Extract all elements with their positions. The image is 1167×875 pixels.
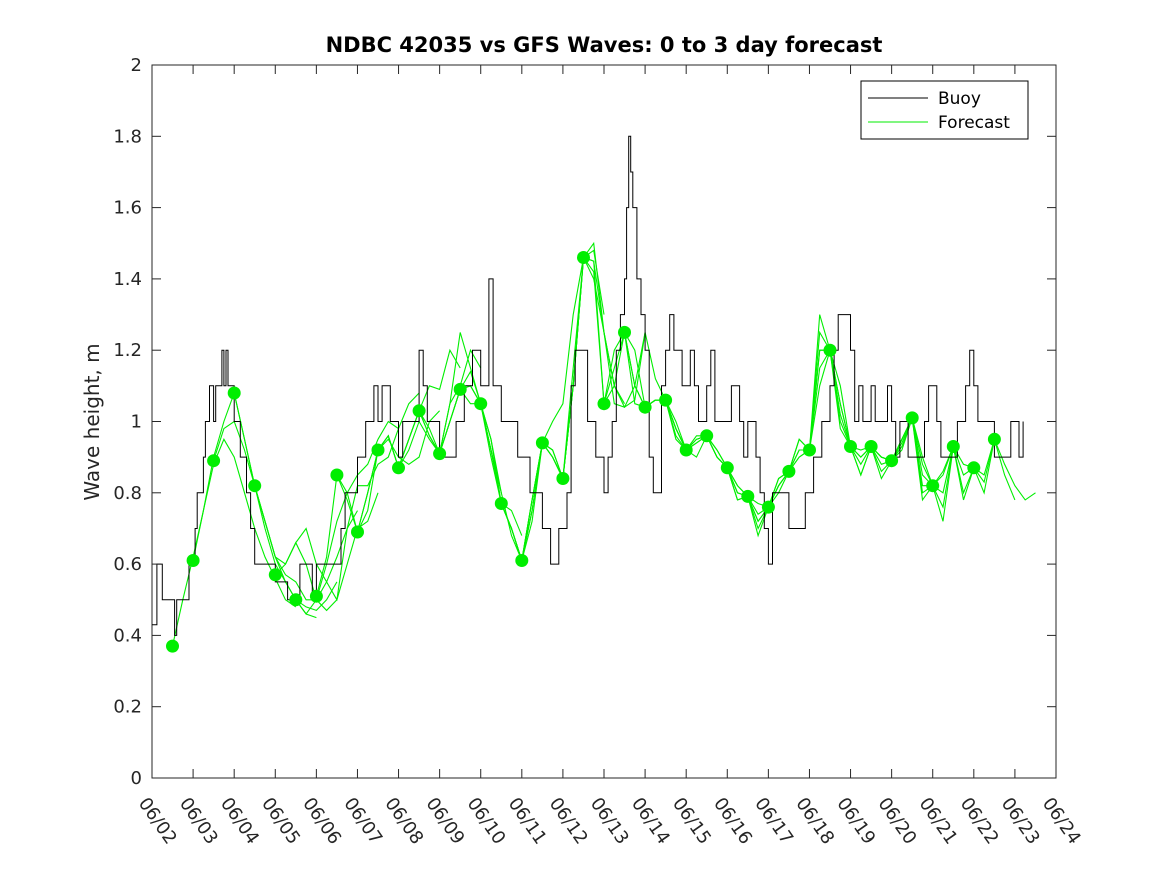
forecast-marker: [207, 454, 221, 468]
x-tick-label: 06/06: [298, 794, 345, 849]
legend-forecast-label: Forecast: [938, 113, 1010, 133]
x-tick-label: 06/24: [1038, 794, 1085, 849]
forecast-marker: [556, 472, 570, 485]
forecast-marker: [597, 397, 611, 411]
forecast-marker: [577, 251, 590, 264]
forecast-marker: [166, 639, 179, 653]
x-tick-label: 06/15: [668, 794, 715, 849]
x-tick-label: 06/02: [134, 794, 181, 849]
forecast-marker: [186, 554, 200, 567]
forecast-marker: [803, 443, 816, 457]
buoy-line-group: [152, 135, 1024, 636]
y-tick-label: 1.8: [113, 126, 142, 147]
forecast-marker: [248, 479, 262, 493]
forecast-marker: [535, 436, 549, 450]
plot-frame: [151, 64, 1057, 779]
y-tick-label: 1.6: [113, 198, 142, 219]
y-tick-label: 0: [131, 768, 142, 789]
x-tick-label: 06/13: [586, 794, 633, 849]
forecast-marker: [844, 440, 857, 453]
forecast-marker: [474, 397, 488, 411]
y-tick-label: 2: [131, 55, 142, 76]
y-tick-label: 0.4: [113, 625, 142, 646]
y-tick-label: 1.4: [113, 269, 142, 290]
forecast-marker: [392, 461, 405, 475]
forecast-markers: [166, 251, 1001, 653]
forecast-marker: [782, 464, 796, 478]
y-tick-label: 0.2: [113, 697, 142, 718]
forecast-line: [274, 428, 400, 612]
forecast-marker: [515, 554, 529, 567]
legend: Buoy Forecast: [860, 80, 1029, 140]
forecast-marker: [351, 525, 364, 539]
x-tick-label: 06/09: [422, 794, 469, 849]
buoy-line: [152, 135, 1024, 636]
forecast-marker: [453, 382, 467, 396]
x-tick-label: 06/05: [257, 794, 304, 849]
forecast-marker: [330, 468, 344, 482]
x-tick-label: 06/17: [750, 794, 797, 849]
x-tick-label: 06/12: [545, 794, 592, 849]
x-tick-label: 06/10: [463, 794, 510, 849]
plot-area: [151, 64, 1057, 779]
legend-box: [860, 80, 1029, 140]
forecast-marker: [289, 593, 303, 607]
forecast-marker: [371, 443, 385, 457]
legend-buoy-label: Buoy: [938, 89, 981, 109]
forecast-marker: [412, 404, 426, 418]
forecast-marker: [823, 343, 837, 357]
y-tick-label: 1.2: [113, 340, 142, 361]
forecast-marker: [268, 568, 282, 582]
forecast-marker: [741, 489, 755, 503]
forecast-marker: [659, 393, 673, 407]
forecast-marker: [905, 411, 919, 425]
forecast-marker: [433, 447, 447, 461]
x-tick-label: 06/21: [915, 794, 962, 849]
forecast-marker: [946, 440, 960, 453]
x-tick-label: 06/18: [791, 794, 838, 849]
forecast-marker: [926, 479, 940, 493]
forecast-marker: [227, 386, 241, 400]
x-tick-label: 06/14: [627, 794, 674, 849]
x-tick-label: 06/19: [832, 794, 879, 849]
forecast-marker: [309, 589, 323, 603]
x-tick-label: 06/23: [997, 794, 1044, 849]
forecast-marker: [864, 440, 878, 453]
forecast-marker: [618, 325, 631, 339]
forecast-marker: [494, 497, 508, 510]
x-tick-label: 06/20: [874, 794, 921, 849]
forecast-marker: [638, 400, 652, 414]
forecast-marker: [761, 500, 775, 514]
y-tick-label: 0.8: [113, 483, 142, 504]
x-tick-label: 06/16: [709, 794, 756, 849]
y-tick-label: 0.6: [113, 554, 142, 575]
x-tick-label: 06/03: [175, 794, 222, 849]
forecast-marker: [885, 454, 899, 468]
x-tick-label: 06/22: [956, 794, 1003, 849]
forecast-marker: [700, 429, 714, 443]
chart-title: NDBC 42035 vs GFS Waves: 0 to 3 day fore…: [326, 33, 883, 57]
forecast-marker: [679, 443, 693, 457]
forecast-marker: [967, 461, 981, 475]
y-tick-label: 1: [131, 412, 142, 433]
x-tick-label: 06/08: [380, 794, 427, 849]
x-tick-label: 06/07: [339, 794, 386, 849]
forecast-marker: [720, 461, 734, 475]
forecast-marker: [987, 432, 1001, 446]
x-tick-label: 06/04: [216, 794, 263, 849]
x-tick-label: 06/11: [504, 794, 551, 849]
y-axis-label: Wave height, m: [80, 343, 104, 500]
